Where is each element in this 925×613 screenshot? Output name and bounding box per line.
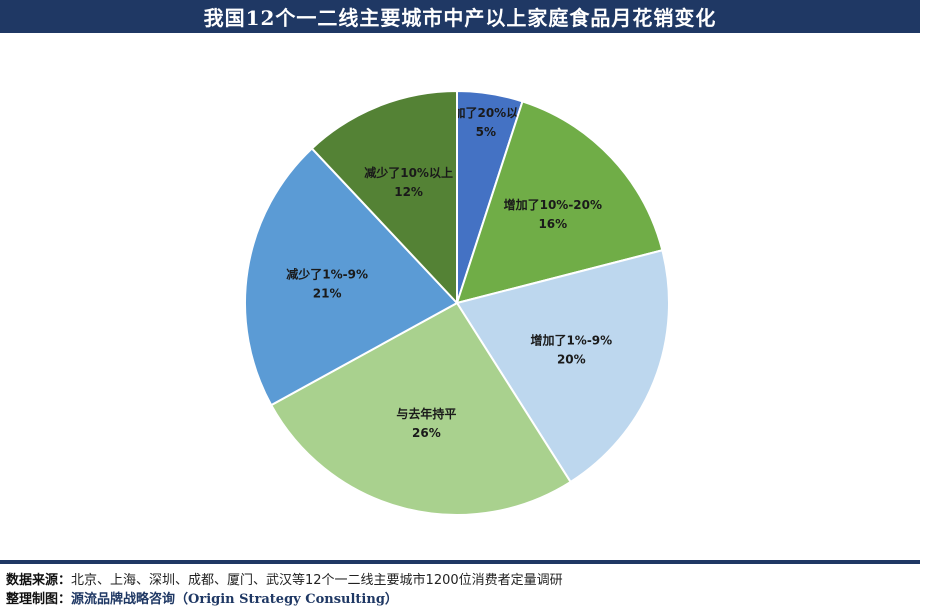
slice-label: 减少了1%-9%: [286, 266, 368, 281]
footer: 数据来源：北京、上海、深圳、成都、厦门、武汉等12个一二线主要城市1200位消费…: [6, 571, 563, 609]
source-label: 数据来源：: [6, 573, 72, 588]
slice-label: 与去年持平: [396, 406, 456, 421]
slice-value-label: 16%: [538, 217, 567, 231]
maker-label: 整理制图：: [6, 592, 72, 607]
source-row: 数据来源：北京、上海、深圳、成都、厦门、武汉等12个一二线主要城市1200位消费…: [6, 571, 563, 590]
maker-text: 源流品牌战略咨询（Origin Strategy Consulting）: [71, 592, 398, 607]
pie-slice: [310, 89, 458, 306]
slice-value-label: 20%: [557, 352, 586, 366]
pie-slice: [244, 147, 459, 407]
source-text: 北京、上海、深圳、成都、厦门、武汉等12个一二线主要城市1200位消费者定量调研: [71, 573, 563, 588]
pie-slice: [455, 249, 670, 484]
slice-value-label: 26%: [412, 426, 441, 440]
chart-title: 我国12个一二线主要城市中产以上家庭食品月花销变化: [0, 0, 920, 33]
slice-value-label: 21%: [313, 286, 342, 300]
slice-label: 增加了20%以上: [441, 105, 530, 120]
slice-value-label: 5%: [476, 125, 496, 139]
slice-label: 增加了10%-20%: [504, 197, 602, 212]
pie-chart: 增加了20%以上 5% 增加了10%-20% 16% 增加了1%-9% 20% 与去年持平 2…: [244, 89, 670, 516]
slice-value-label: 12%: [394, 185, 423, 199]
pie-slice: [269, 301, 572, 516]
footer-divider: [0, 560, 920, 564]
slice-label: 减少了10%以上: [364, 165, 453, 180]
slice-label: 增加了1%-9%: [530, 332, 612, 347]
maker-row: 整理制图：源流品牌战略咨询（Origin Strategy Consulting…: [6, 590, 563, 609]
pie-slice: [455, 100, 664, 305]
